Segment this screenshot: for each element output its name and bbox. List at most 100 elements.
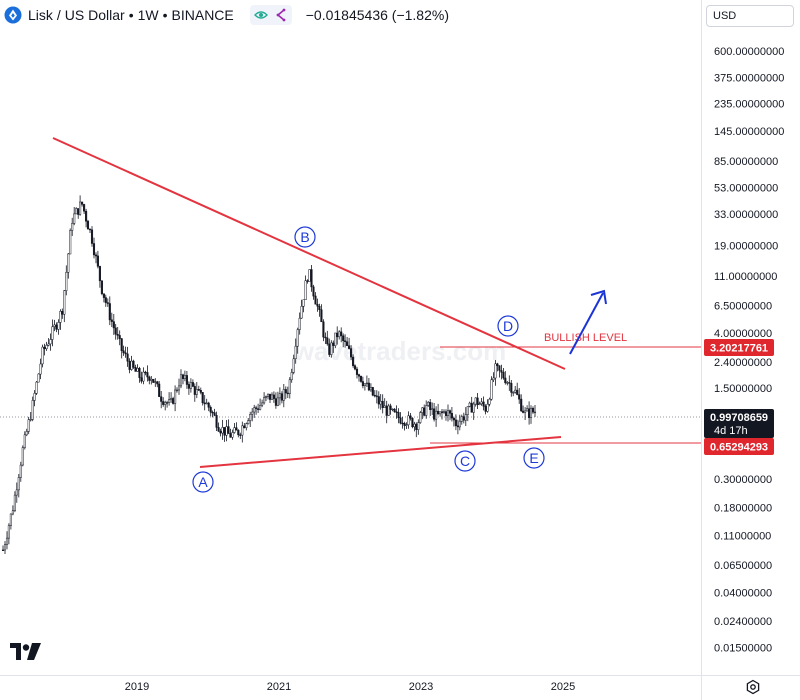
price-tick-label: 0.11000000 [714,530,771,542]
candle-body [29,419,32,421]
candle-body [274,398,277,406]
candle-body [209,407,212,413]
candle-body [399,417,402,424]
candle-body [162,401,165,405]
candle-body [427,402,430,406]
candle-body [458,420,461,428]
candle-body [203,402,206,405]
candle-body [454,419,457,427]
candle-body [201,392,204,404]
candle-body [308,269,311,282]
wave-label-c[interactable]: C [454,450,476,472]
candle-body [516,389,519,395]
watermark: wavetraders.com [293,336,506,366]
candle-body [144,371,147,374]
price-tag-current: 0.99708659 4d 17h [704,409,774,438]
tradingview-logo-icon[interactable] [10,643,42,661]
candle-body [249,414,252,421]
candle-body [114,327,117,335]
candle-body [387,405,390,416]
price-tick-label: 2.40000000 [714,357,772,369]
candle-body [88,228,92,231]
candle-body [140,377,143,382]
wave-label-c-text: C [460,453,470,469]
candle-body [132,360,135,368]
candle-body [338,331,341,338]
candle-body [510,383,513,393]
candle-body [484,405,487,412]
lower-trendline[interactable] [199,436,562,468]
currency-selector[interactable]: USD [706,5,794,27]
wave-label-a[interactable]: A [192,471,214,493]
candle-body [524,410,527,413]
wave-label-d[interactable]: D [497,315,519,337]
candle-body [352,356,355,366]
candle-body [259,405,262,410]
candle-body [500,370,503,373]
candle-body [314,295,317,305]
candle-body [177,385,181,391]
candle-body [389,405,392,410]
symbol-header[interactable]: Lisk / US Dollar • 1W • BINANCE −0.01845… [4,4,449,26]
candle-body [100,280,103,294]
price-tick-label: 33.00000000 [714,209,778,221]
candle-body [106,302,109,304]
price-tag-bullish-text: 3.20217761 [710,343,768,355]
price-tick-label: 4.00000000 [714,328,772,340]
candle-body [148,376,151,381]
candle-body [306,280,309,282]
candle-body [245,423,248,429]
candle-body [296,329,299,347]
candle-body [65,272,68,291]
candle-body [375,395,378,397]
candle-body [268,393,272,400]
candle-body [150,378,153,381]
candle-body [45,345,48,350]
header-dot-2: • [162,7,168,23]
candle-body [168,399,171,403]
price-tick-label: 85.00000000 [714,156,778,168]
candle-body [444,411,448,416]
candle-body [431,408,434,410]
candle-body [342,335,345,342]
candle-body [531,407,535,413]
candle-body [197,389,200,391]
candle-body [71,223,74,231]
price-change: −0.01845436 (−1.82%) [305,7,449,23]
candle-body [253,407,256,413]
candle-body [124,352,127,355]
settings-icon[interactable] [745,679,761,695]
candle-body [286,392,289,395]
candle-body [304,280,307,300]
candle-body [120,338,123,351]
candle-body [397,412,400,419]
candle-body [154,381,157,383]
candle-body [229,433,232,438]
candle-body [504,377,507,384]
price-tick-label: 0.30000000 [714,474,772,486]
candle-body [199,390,202,393]
candle-body [19,464,22,478]
candle-body [460,416,463,422]
candle-body [533,411,537,414]
candle-body [183,375,186,379]
upper-trendline[interactable] [52,137,566,370]
candle-body [53,324,56,327]
candle-body [75,208,78,215]
candle-body [371,387,374,396]
candle-body [272,394,275,399]
wave-label-b[interactable]: B [294,226,316,248]
mirror-icon[interactable] [274,8,288,22]
wave-label-e[interactable]: E [523,447,545,469]
candle-body [195,389,198,395]
interval[interactable]: 1W [137,7,159,23]
candle-body [464,414,467,421]
candle-body [227,426,230,434]
candle-body [207,402,210,408]
bullish-arrow[interactable] [569,289,607,355]
time-axis[interactable]: 2019 2021 2023 2025 [125,681,575,693]
candle-body [251,411,254,415]
eye-icon[interactable] [253,8,268,22]
candle-body [102,293,105,298]
